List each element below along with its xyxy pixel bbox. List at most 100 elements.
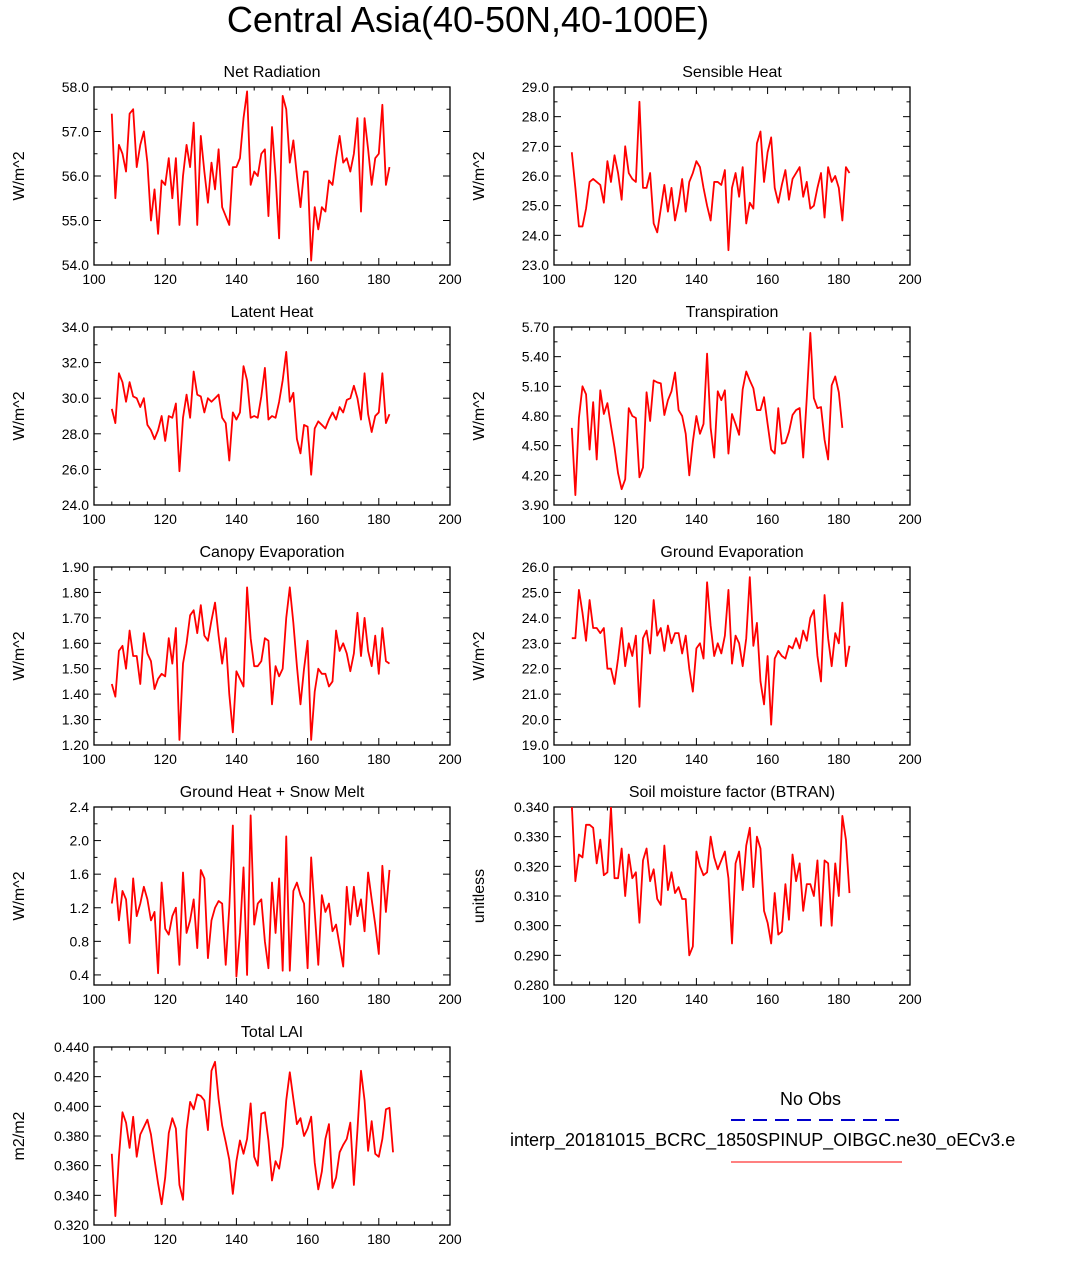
y-tick-label: 0.420: [54, 1069, 89, 1085]
y-tick-label: 1.20: [62, 737, 89, 753]
x-tick-label: 140: [685, 271, 709, 287]
y-tick-label: 5.70: [522, 319, 549, 335]
chart-panel: 100 120 140 160 180 200 0.280 0.290 0.300 0.310 0.…: [471, 784, 922, 1007]
y-axis-label: W/m^2: [11, 871, 28, 920]
y-tick-label: 0.320: [54, 1217, 89, 1233]
chart-panel: 100 120 140 160 180 200 1.20 1.30 1.40 1.50 1.60 1.…: [11, 544, 462, 767]
x-tick-label: 160: [756, 271, 780, 287]
y-tick-label: 1.60: [62, 635, 89, 651]
y-tick-label: 1.80: [62, 584, 89, 600]
x-tick-label: 180: [367, 751, 391, 767]
x-tick-label: 140: [225, 991, 249, 1007]
x-tick-label: 160: [756, 751, 780, 767]
y-tick-label: 4.80: [522, 408, 549, 424]
y-tick-label: 34.0: [62, 319, 89, 335]
x-tick-label: 200: [438, 271, 462, 287]
series-line: [571, 807, 851, 957]
chart-title: Total LAI: [241, 1024, 303, 1041]
y-tick-label: 1.30: [62, 712, 89, 728]
y-axis-label: W/m^2: [471, 391, 488, 440]
series-line: [110, 1060, 394, 1217]
x-tick-label: 140: [685, 991, 709, 1007]
x-tick-label: 140: [225, 1231, 249, 1247]
x-tick-label: 140: [225, 511, 249, 527]
x-tick-label: 100: [542, 991, 566, 1007]
y-tick-label: 23.0: [522, 257, 549, 273]
chart-title: Soil moisture factor (BTRAN): [629, 784, 835, 801]
x-tick-label: 160: [756, 511, 780, 527]
y-tick-label: 1.70: [62, 610, 89, 626]
y-tick-label: 4.50: [522, 438, 549, 454]
y-tick-label: 26.0: [522, 168, 549, 184]
y-tick-label: 55.0: [62, 213, 89, 229]
y-tick-label: 24.0: [522, 610, 549, 626]
y-tick-label: 19.0: [522, 737, 549, 753]
y-tick-label: 24.0: [522, 227, 549, 243]
y-tick-label: 3.90: [522, 497, 549, 513]
series-line: [110, 586, 391, 741]
y-tick-label: 56.0: [62, 168, 89, 184]
x-tick-label: 120: [154, 271, 178, 287]
chart-title: Canopy Evaporation: [200, 544, 345, 561]
x-tick-label: 120: [154, 511, 178, 527]
y-tick-label: 0.310: [514, 888, 549, 904]
x-tick-label: 200: [438, 511, 462, 527]
chart-title: Ground Evaporation: [660, 544, 803, 561]
x-tick-label: 120: [154, 751, 178, 767]
x-tick-label: 160: [296, 751, 320, 767]
y-tick-label: 20.0: [522, 712, 549, 728]
x-tick-label: 120: [614, 751, 638, 767]
y-tick-label: 23.0: [522, 635, 549, 651]
chart-panel: 100 120 140 160 180 200 19.0 20.0 21.0 22.0 23.0 24…: [471, 544, 922, 767]
y-axis-label: W/m^2: [11, 391, 28, 440]
x-tick-label: 120: [154, 1231, 178, 1247]
y-tick-label: 0.290: [514, 947, 549, 963]
x-tick-label: 100: [82, 991, 106, 1007]
y-tick-label: 26.0: [62, 461, 89, 477]
chart-panel: 100 120 140 160 180 200 24.0 26.0 28.0 30.0 32.0 34…: [11, 304, 462, 527]
x-tick-label: 160: [296, 511, 320, 527]
y-tick-label: 26.0: [522, 559, 549, 575]
y-tick-label: 0.440: [54, 1039, 89, 1055]
chart-panel: 100 120 140 160 180 200 54.0 55.0 56.0 57.0 58.0 Ne…: [11, 64, 462, 287]
y-tick-label: 29.0: [522, 79, 549, 95]
y-tick-label: 0.8: [70, 933, 90, 949]
legend-obs-label: No Obs: [780, 1089, 842, 1109]
x-tick-label: 100: [542, 751, 566, 767]
y-tick-label: 27.0: [522, 138, 549, 154]
series-line: [110, 90, 391, 262]
x-tick-label: 160: [296, 271, 320, 287]
y-tick-label: 1.40: [62, 686, 89, 702]
x-tick-label: 160: [296, 991, 320, 1007]
x-tick-label: 180: [827, 751, 851, 767]
x-tick-label: 200: [898, 271, 922, 287]
x-tick-label: 120: [154, 991, 178, 1007]
x-tick-label: 180: [367, 1231, 391, 1247]
y-tick-label: 1.2: [70, 900, 90, 916]
series-line: [570, 100, 851, 252]
y-tick-label: 0.4: [70, 967, 90, 983]
chart-panel: 100 120 140 160 180 200 23.0 24.0 25.0 26.0 27.0 28…: [471, 64, 922, 287]
x-tick-label: 100: [542, 511, 566, 527]
x-tick-label: 200: [898, 991, 922, 1007]
y-tick-label: 22.0: [522, 661, 549, 677]
y-tick-label: 0.400: [54, 1098, 89, 1114]
chart-title: Ground Heat + Snow Melt: [180, 784, 365, 801]
y-tick-label: 0.330: [514, 829, 549, 845]
y-axis-label: W/m^2: [11, 151, 28, 200]
y-tick-label: 58.0: [62, 79, 89, 95]
legend-model-label: interp_20181015_BCRC_1850SPINUP_OIBGC.ne…: [510, 1130, 1016, 1150]
x-tick-label: 200: [438, 1231, 462, 1247]
x-tick-label: 200: [898, 511, 922, 527]
y-tick-label: 32.0: [62, 355, 89, 371]
y-tick-label: 0.360: [54, 1158, 89, 1174]
y-tick-label: 2.4: [70, 799, 90, 815]
chart-title: Latent Heat: [231, 304, 314, 321]
chart-title: Transpiration: [686, 304, 779, 321]
x-tick-label: 160: [756, 991, 780, 1007]
x-tick-label: 140: [685, 751, 709, 767]
chart-title: Net Radiation: [224, 64, 321, 81]
x-tick-label: 140: [225, 271, 249, 287]
x-tick-label: 200: [438, 991, 462, 1007]
